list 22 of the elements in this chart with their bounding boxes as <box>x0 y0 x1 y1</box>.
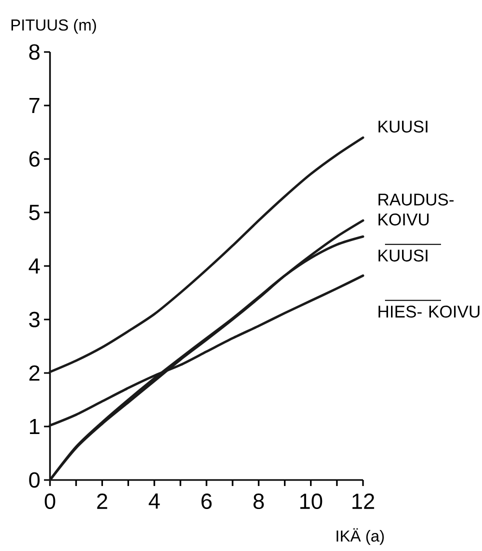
x-tick-label: 8 <box>254 494 264 510</box>
y-tick-label: 5 <box>29 204 40 220</box>
y-tick-label: 3 <box>29 312 40 328</box>
series-label: KUUSI <box>378 120 428 133</box>
y-tick-label: 1 <box>30 418 40 434</box>
series-label: RAUDUS- KOIVU <box>378 194 454 226</box>
x-tick-label: 4 <box>148 494 160 509</box>
y-tick-label: 2 <box>29 365 40 381</box>
y-tick-label: 8 <box>29 44 40 60</box>
y-tick-label: 7 <box>29 98 40 114</box>
y-tick-label: 0 <box>29 472 40 488</box>
x-axis-title: IKÄ (a) <box>336 528 384 545</box>
x-tick-label: 0 <box>44 494 56 510</box>
x-tick-label: 10 <box>300 494 322 510</box>
y-tick-label: 4 <box>28 258 40 274</box>
x-tick-label: 2 <box>97 494 108 509</box>
y-tick-label: 6 <box>29 151 40 167</box>
x-tick-label: 6 <box>202 494 212 510</box>
x-tick-label: 12 <box>352 494 374 509</box>
series-label: HIES- KOIVU <box>378 306 480 318</box>
series-label: KUUSI <box>378 250 428 262</box>
y-axis-title: PITUUS (m) <box>12 18 96 34</box>
